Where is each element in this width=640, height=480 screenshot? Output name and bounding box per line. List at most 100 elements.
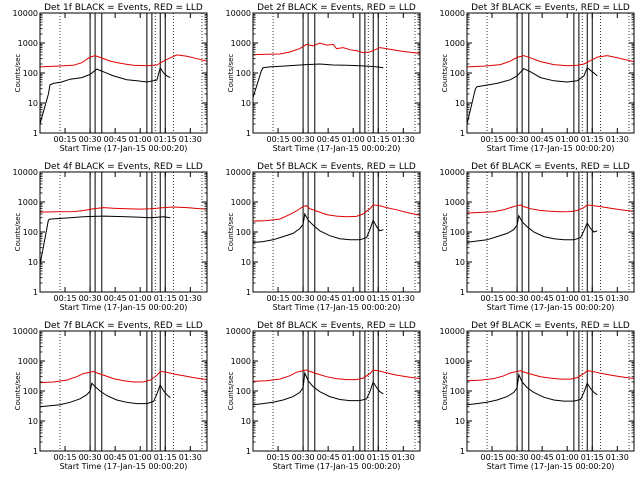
x-tick-label: 00:15 [481,135,504,144]
y-tick-label: 10 [455,258,465,267]
x-tick-label: 01:15 [367,453,390,462]
panel-title: Det 9f BLACK = Events, RED = LLD [471,321,630,331]
x-tick-label: 00:30 [506,294,529,303]
y-tick-label: 10 [455,99,465,108]
x-axis-label: Start Time (17-Jan-15 00:00:20) [273,144,401,153]
panel-2: Det 2f BLACK = Events, RED = LLD 1 10 100 10… [226,3,421,153]
x-tick-label: 01:15 [581,453,604,462]
y-tick-label: 1000 [445,39,465,48]
events-series-line [467,372,598,406]
x-tick-label: 00:30 [292,453,315,462]
x-tick-label: 01:00 [556,135,579,144]
x-tick-label: 01:30 [392,135,415,144]
x-tick-label: 01:15 [154,453,177,462]
panel-title: Det 8f BLACK = Events, RED = LLD [257,321,416,331]
x-tick-label: 01:30 [606,294,629,303]
x-tick-label: 01:30 [392,453,415,462]
x-tick-label: 01:15 [581,294,604,303]
x-tick-label: 01:30 [606,135,629,144]
y-tick-label: 1 [246,129,251,138]
lld-series-line [467,370,634,382]
x-axis-label: Start Time (17-Jan-15 00:00:20) [487,144,615,153]
y-tick-label: 10000 [440,168,465,177]
x-tick-label: 01:00 [342,294,365,303]
x-tick-label: 00:15 [481,453,504,462]
events-series-line [253,212,384,243]
y-tick-label: 1000 [18,39,38,48]
y-axis-label: Counts/sec [14,54,22,93]
y-tick-label: 1 [246,447,251,456]
y-tick-label: 10 [455,417,465,426]
x-tick-label: 01:00 [129,453,152,462]
lld-series-line [40,370,207,384]
y-tick-label: 1 [460,288,465,297]
x-tick-label: 00:15 [481,294,504,303]
events-series-line [467,66,598,125]
y-tick-label: 100 [23,387,38,396]
lld-series-line [253,42,420,56]
y-tick-label: 100 [450,69,465,78]
x-tick-label: 00:15 [267,135,290,144]
y-tick-label: 10000 [13,168,38,177]
x-axis-label: Start Time (17-Jan-15 00:00:20) [60,462,188,471]
y-tick-label: 1000 [231,357,251,366]
panel-6: Det 6f BLACK = Events, RED = LLD 1 10 100 10… [440,162,635,312]
x-tick-label: 01:00 [129,135,152,144]
x-tick-label: 00:45 [317,135,340,144]
y-tick-label: 10000 [13,327,38,336]
y-tick-label: 10000 [440,9,465,18]
events-series-line [253,63,384,98]
y-tick-label: 100 [236,69,251,78]
y-tick-label: 1000 [231,39,251,48]
panels: Det 1f BLACK = Events, RED = LLD11010010… [13,3,635,471]
panel-title: Det 1f BLACK = Events, RED = LLD [44,3,203,13]
events-series-line [253,370,384,406]
x-tick-label: 00:45 [317,294,340,303]
y-tick-label: 100 [236,228,251,237]
x-tick-label: 00:15 [267,453,290,462]
panel-title: Det 7f BLACK = Events, RED = LLD [44,321,203,331]
y-tick-label: 10 [241,99,251,108]
lld-series-line [253,204,420,222]
x-tick-label: 01:00 [556,294,579,303]
x-tick-label: 00:30 [292,135,315,144]
x-tick-label: 01:00 [342,135,365,144]
events-series-line [40,215,171,265]
x-tick-label: 01:30 [606,453,629,462]
x-tick-label: 00:30 [79,135,102,144]
x-tick-label: 01:30 [179,135,202,144]
panel-9: Det 9f BLACK = Events, RED = LLD 1 10 100 10… [440,321,635,471]
x-tick-label: 01:00 [556,453,579,462]
x-tick-label: 01:15 [367,135,390,144]
panel-title: Det 3f BLACK = Events, RED = LLD [471,3,630,13]
y-tick-label: 10 [28,417,38,426]
y-tick-label: 1 [460,447,465,456]
y-tick-label: 1000 [445,357,465,366]
x-tick-label: 00:30 [506,135,529,144]
x-axis-label: Start Time (17-Jan-15 00:00:20) [60,144,188,153]
x-tick-label: 01:15 [581,135,604,144]
y-axis-label: Counts/sec [227,213,235,252]
lld-series-line [467,55,634,68]
lld-series-line [40,206,207,213]
lld-series-line [253,369,420,382]
x-tick-label: 00:30 [506,453,529,462]
x-tick-label: 00:45 [104,294,127,303]
lld-series-line [467,204,634,214]
y-tick-label: 10 [28,99,38,108]
x-tick-label: 01:30 [179,294,202,303]
y-tick-label: 10000 [226,168,251,177]
events-series-line [40,66,171,125]
y-tick-label: 10 [241,258,251,267]
panel-title: Det 2f BLACK = Events, RED = LLD [257,3,416,13]
y-axis-label: Counts/sec [14,213,22,252]
y-tick-label: 1000 [445,198,465,207]
y-tick-label: 10000 [13,9,38,18]
y-tick-label: 100 [236,387,251,396]
y-tick-label: 1 [246,288,251,297]
panel-title: Det 6f BLACK = Events, RED = LLD [471,162,630,172]
x-tick-label: 00:45 [531,294,554,303]
y-tick-label: 100 [23,69,38,78]
events-series-line [467,214,598,243]
